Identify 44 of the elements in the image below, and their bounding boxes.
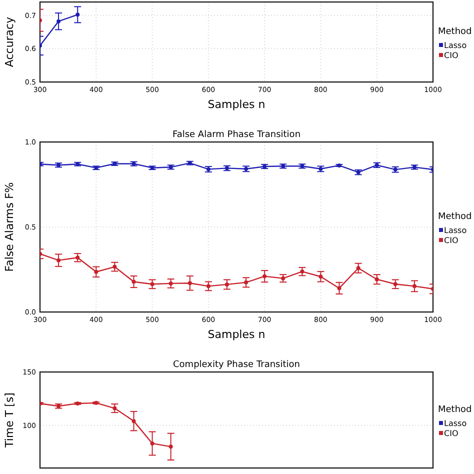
point xyxy=(56,258,61,262)
point xyxy=(244,280,248,284)
point xyxy=(150,441,154,446)
chart-title: False Alarm Phase Transition xyxy=(172,130,301,140)
point xyxy=(112,264,117,269)
point xyxy=(56,19,61,24)
y-axis-title: Accuracy xyxy=(3,16,16,68)
point xyxy=(94,270,98,274)
point xyxy=(150,282,154,286)
point xyxy=(393,282,398,286)
legend-label: Lasso xyxy=(444,419,467,428)
point xyxy=(356,266,360,270)
legend-title: Method xyxy=(438,27,472,37)
chart-title: Complexity Phase Transition xyxy=(173,360,300,370)
legend-label: CIO xyxy=(444,236,458,245)
point xyxy=(374,277,379,282)
legend-label: CIO xyxy=(444,429,458,438)
point xyxy=(132,280,136,284)
legend-label: Lasso xyxy=(444,226,467,235)
point xyxy=(112,406,117,410)
point xyxy=(168,444,173,449)
y-axis-title: Time T [s] xyxy=(3,392,16,448)
y-axis-title: False Alarms F% xyxy=(3,182,16,272)
point xyxy=(188,281,192,286)
point xyxy=(224,282,229,286)
point xyxy=(76,12,80,17)
point xyxy=(337,286,342,290)
point xyxy=(412,284,416,288)
legend-label: CIO xyxy=(444,51,458,60)
point xyxy=(168,281,173,286)
point xyxy=(300,270,304,274)
legend-title: Method xyxy=(438,212,472,222)
point xyxy=(262,274,267,278)
point xyxy=(281,276,286,280)
point xyxy=(206,284,210,288)
legend-label: Lasso xyxy=(444,41,467,50)
point xyxy=(318,274,323,279)
line-series xyxy=(40,161,433,174)
point xyxy=(132,419,136,424)
point xyxy=(76,256,80,260)
x-axis-title: Samples n xyxy=(208,98,266,111)
x-axis-title: Samples n xyxy=(208,328,266,341)
legend-title: Method xyxy=(438,405,472,415)
line-series xyxy=(40,252,433,291)
